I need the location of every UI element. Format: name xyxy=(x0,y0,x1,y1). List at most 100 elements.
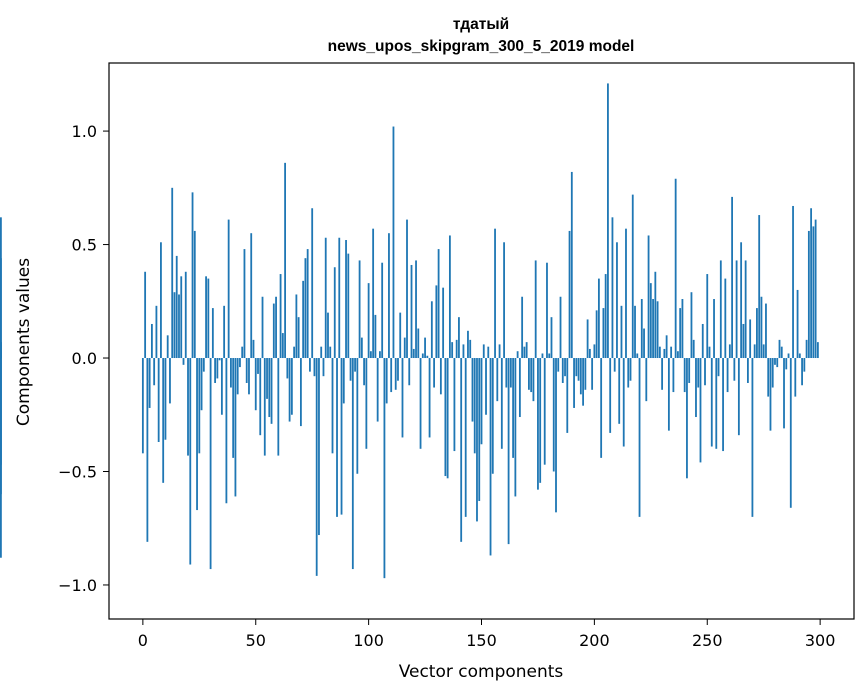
bar xyxy=(227,219,230,359)
bar xyxy=(207,278,210,359)
bar xyxy=(807,230,810,359)
bar xyxy=(735,260,738,359)
bar xyxy=(810,208,813,359)
bar xyxy=(216,358,219,379)
bar xyxy=(518,358,521,418)
y-axis-label: Components values xyxy=(14,258,34,426)
bar xyxy=(259,358,262,436)
bar xyxy=(649,283,652,359)
bar xyxy=(756,308,758,359)
bar xyxy=(234,358,237,497)
bar xyxy=(187,358,189,456)
bar xyxy=(765,303,767,359)
bar xyxy=(706,274,709,359)
bar xyxy=(358,260,361,359)
bar xyxy=(198,358,201,454)
bar xyxy=(690,292,693,359)
bar xyxy=(444,358,447,477)
bar xyxy=(284,162,286,359)
bar xyxy=(771,358,774,388)
bar xyxy=(383,358,386,579)
y-tick-label: −0.5 xyxy=(58,462,97,481)
bar xyxy=(658,346,661,359)
bar xyxy=(570,171,573,359)
bar xyxy=(528,358,530,390)
bar xyxy=(171,187,174,359)
bar xyxy=(654,271,657,359)
bar xyxy=(467,330,469,359)
bar xyxy=(397,358,399,381)
bar xyxy=(369,351,372,359)
bar xyxy=(613,358,616,372)
bar xyxy=(485,358,487,415)
bar xyxy=(464,358,467,517)
bar xyxy=(182,358,185,365)
bar xyxy=(153,358,156,386)
bar xyxy=(277,358,280,456)
bar xyxy=(564,358,566,377)
bar xyxy=(162,358,165,483)
bar xyxy=(338,237,341,359)
y-tick-label: −1.0 xyxy=(58,576,97,595)
bar xyxy=(331,358,334,454)
bar xyxy=(148,358,151,408)
bar xyxy=(376,358,379,422)
bar xyxy=(816,342,819,359)
bar xyxy=(302,280,305,359)
bar xyxy=(776,358,779,368)
bar xyxy=(309,358,311,372)
bar xyxy=(758,215,761,359)
bar xyxy=(636,353,639,359)
bar xyxy=(710,358,713,447)
bar xyxy=(713,299,715,359)
bar xyxy=(401,358,404,438)
bar xyxy=(586,319,589,359)
bar xyxy=(575,358,578,377)
bar xyxy=(595,310,598,359)
bar xyxy=(0,258,2,359)
bar xyxy=(428,358,431,438)
bar xyxy=(419,358,422,449)
bar xyxy=(530,358,533,393)
bar xyxy=(625,228,627,359)
bar xyxy=(746,358,749,383)
bar xyxy=(360,337,363,359)
bar xyxy=(550,317,553,359)
bar xyxy=(505,358,508,388)
bar xyxy=(225,358,228,504)
bar xyxy=(250,233,253,359)
bar xyxy=(656,301,659,359)
bar xyxy=(345,240,347,359)
bar xyxy=(622,358,625,447)
y-tick-label: 0.5 xyxy=(72,236,97,255)
bar xyxy=(381,262,384,359)
bar xyxy=(753,344,756,359)
bar xyxy=(433,358,435,388)
bar xyxy=(663,348,666,359)
bar xyxy=(697,358,700,388)
bar xyxy=(297,317,300,359)
bar xyxy=(491,358,494,474)
bar xyxy=(214,358,217,383)
bar xyxy=(254,358,257,411)
bar xyxy=(205,276,207,359)
bar xyxy=(178,294,180,359)
bar xyxy=(363,358,366,386)
bar xyxy=(787,353,790,359)
bar xyxy=(275,296,277,359)
bar xyxy=(211,308,214,359)
bar xyxy=(279,274,282,359)
bar xyxy=(270,358,273,424)
x-tick-label: 150 xyxy=(466,631,497,650)
bar xyxy=(661,358,664,390)
bar xyxy=(392,126,395,359)
bar xyxy=(439,358,442,395)
bar xyxy=(322,358,325,377)
chart-subtitle: news_upos_skipgram_300_5_2019 model xyxy=(328,38,635,55)
bar xyxy=(412,348,415,359)
bar xyxy=(609,358,612,433)
bar xyxy=(640,299,643,359)
bar xyxy=(724,278,727,359)
bar xyxy=(367,283,370,359)
x-tick-label: 250 xyxy=(692,631,723,650)
